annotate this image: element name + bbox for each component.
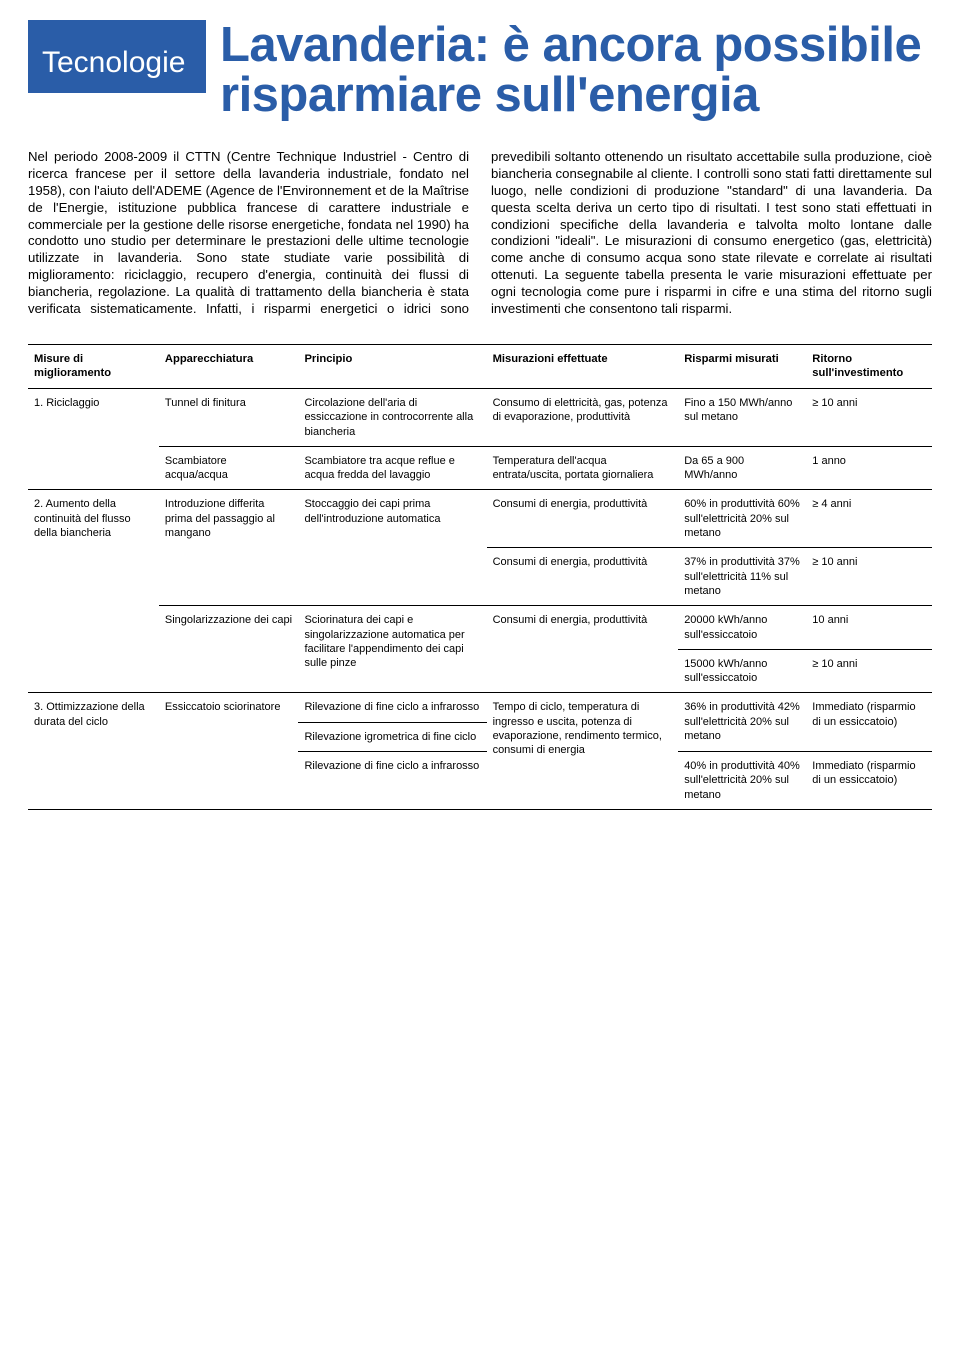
cell-principle: Stoccaggio dei capi prima dell'introduzi… [298, 490, 486, 606]
cell-measure: 2. Aumento della continuità del flusso d… [28, 490, 159, 693]
cell-savings: 20000 kWh/anno sull'essiccatoio [678, 606, 806, 650]
cell-measurement: Tempo di ciclo, temperatura di ingresso … [487, 693, 679, 809]
cell-return: Immediato (risparmio di un essiccatoio) [806, 752, 932, 810]
cell-return: 1 anno [806, 446, 932, 490]
cell-return: ≥ 10 anni [806, 388, 932, 446]
table-header-row: Misure di miglioramento Apparecchiatura … [28, 344, 932, 388]
section-badge: Tecnologie [28, 20, 206, 93]
cell-measurement: Consumi di energia, produttività [487, 548, 679, 606]
cell-measurement: Consumo di elettricità, gas, potenza di … [487, 388, 679, 446]
cell-measurement: Consumi di energia, produttività [487, 490, 679, 548]
cell-principle: Circolazione dell'aria di essiccazione i… [298, 388, 486, 446]
cell-measure: 1. Riciclaggio [28, 388, 159, 489]
cell-return: ≥ 4 anni [806, 490, 932, 548]
col-measure: Misure di miglioramento [28, 344, 159, 388]
cell-savings: Da 65 a 900 MWh/anno [678, 446, 806, 490]
cell-measurement: Consumi di energia, produttività [487, 606, 679, 693]
table-row: 1. Riciclaggio Tunnel di finitura Circol… [28, 388, 932, 446]
cell-return: ≥ 10 anni [806, 548, 932, 606]
cell-principle: Rilevazione igrometrica di fine ciclo [298, 722, 486, 751]
cell-principle: Sciorinatura dei capi e singolarizzazion… [298, 606, 486, 693]
cell-return: Immediato (risparmio di un essiccatoio) [806, 693, 932, 752]
cell-savings: 15000 kWh/anno sull'essiccatoio [678, 649, 806, 693]
cell-measure: 3. Ottimizzazione della durata del ciclo [28, 693, 159, 809]
article-title: Lavanderia: è ancora possibile risparmia… [220, 20, 932, 121]
col-measurements: Misurazioni effettuate [487, 344, 679, 388]
table-row: 2. Aumento della continuità del flusso d… [28, 490, 932, 548]
col-return: Ritorno sull'investimento [806, 344, 932, 388]
article-body: Nel periodo 2008-2009 il CTTN (Centre Te… [28, 149, 932, 318]
header: Tecnologie Lavanderia: è ancora possibil… [28, 20, 932, 121]
cell-return: 10 anni [806, 606, 932, 650]
table-row: Singolarizzazione dei capi Sciorinatura … [28, 606, 932, 650]
cell-return: ≥ 10 anni [806, 649, 932, 693]
cell-principle: Rilevazione di fine ciclo a infrarosso [298, 693, 486, 722]
table-row: Scambiatore acqua/acqua Scambiatore tra … [28, 446, 932, 490]
cell-principle: Rilevazione di fine ciclo a infrarosso [298, 752, 486, 810]
cell-equipment: Scambiatore acqua/acqua [159, 446, 299, 490]
cell-savings: 60% in produttività 60% sull'elettricità… [678, 490, 806, 548]
col-savings: Risparmi misurati [678, 344, 806, 388]
col-principle: Principio [298, 344, 486, 388]
cell-measurement: Temperatura dell'acqua entrata/uscita, p… [487, 446, 679, 490]
cell-savings: 36% in produttività 42% sull'elettricità… [678, 693, 806, 752]
cell-equipment: Introduzione differita prima del passagg… [159, 490, 299, 606]
cell-equipment: Tunnel di finitura [159, 388, 299, 446]
cell-savings: 37% in produttività 37% sull'elettricità… [678, 548, 806, 606]
cell-equipment: Essiccatoio sciorinatore [159, 693, 299, 809]
results-table: Misure di miglioramento Apparecchiatura … [28, 344, 932, 810]
col-equipment: Apparecchiatura [159, 344, 299, 388]
cell-savings: Fino a 150 MWh/anno sul metano [678, 388, 806, 446]
cell-equipment: Singolarizzazione dei capi [159, 606, 299, 693]
table-row: 3. Ottimizzazione della durata del ciclo… [28, 693, 932, 722]
cell-principle: Scambiatore tra acque reflue e acqua fre… [298, 446, 486, 490]
cell-savings: 40% in produttività 40% sull'elettricità… [678, 752, 806, 810]
